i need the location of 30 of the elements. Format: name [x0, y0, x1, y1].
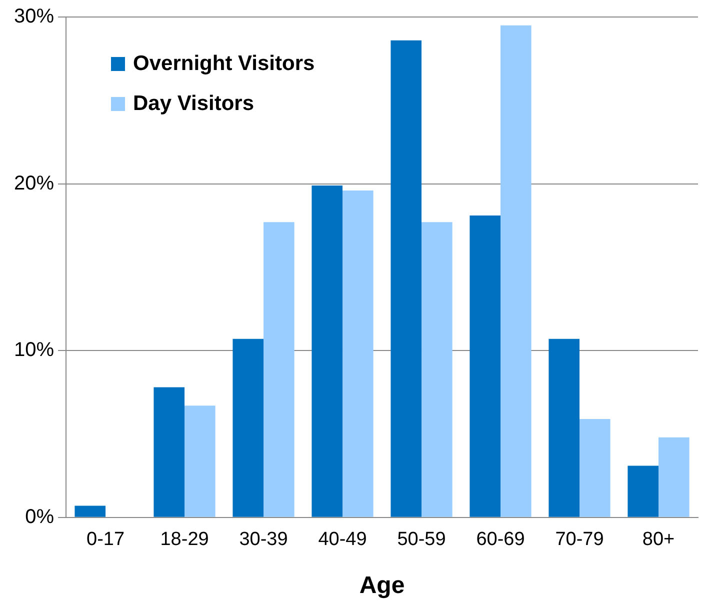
bar: [548, 338, 580, 517]
bar: [264, 222, 294, 517]
bar: [422, 222, 452, 517]
bar: [658, 437, 690, 517]
x-tick-label: 40-49: [318, 529, 367, 550]
bar: [74, 506, 106, 517]
bar: [390, 40, 422, 517]
bar: [500, 25, 532, 517]
x-tick-label: 70-79: [555, 529, 604, 550]
bar: [628, 466, 658, 517]
x-tick-label: 60-69: [476, 529, 525, 550]
legend-label: Overnight Visitors: [133, 52, 315, 76]
x-tick-label: 50-59: [397, 529, 446, 550]
x-tick-label: 80+: [642, 529, 675, 550]
y-tick-label: 0%: [25, 506, 54, 528]
bar: [154, 387, 185, 517]
x-tick-label: 0-17: [86, 529, 125, 550]
bar: [232, 338, 264, 517]
y-tick-label: 30%: [14, 6, 54, 28]
bar: [470, 215, 501, 517]
bar: [184, 406, 216, 517]
bar: [580, 418, 610, 517]
x-tick-label: 30-39: [239, 529, 288, 550]
bar: [312, 185, 343, 517]
x-axis-title: Age: [359, 572, 405, 600]
y-tick-label: 20%: [14, 172, 54, 194]
bar: [342, 190, 374, 517]
y-tick-label: 10%: [14, 339, 54, 362]
legend-label: Day Visitors: [133, 92, 254, 116]
x-tick-label: 18-29: [160, 529, 209, 550]
